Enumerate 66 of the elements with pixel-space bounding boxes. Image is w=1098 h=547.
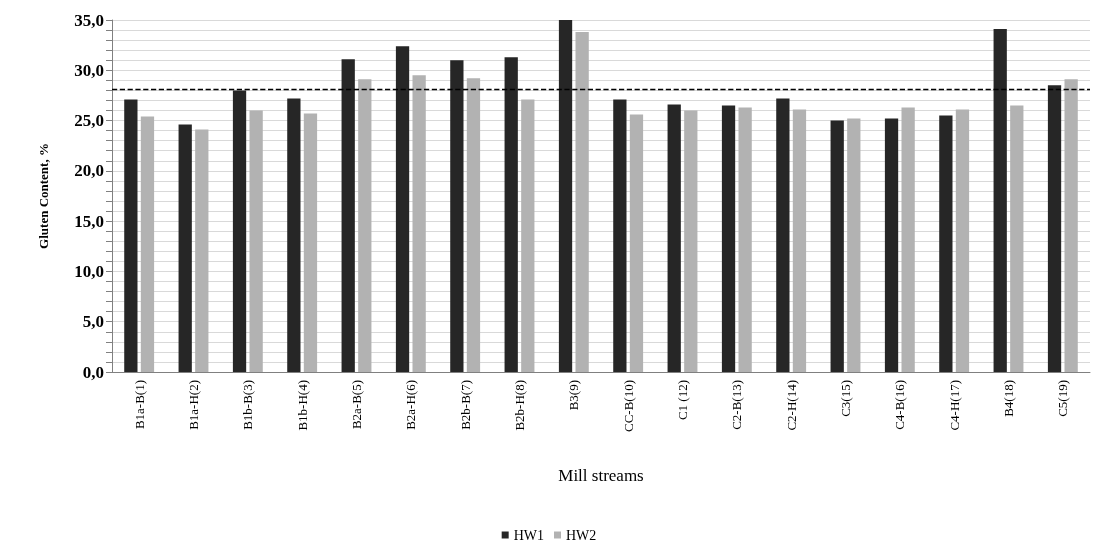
y-tick-label: 0,0 (82, 362, 104, 382)
x-tick-label: B2a-B(5) (349, 380, 364, 430)
bar (303, 113, 318, 372)
x-tick-label: B4(18) (1001, 380, 1016, 417)
x-tick-label: B1b-H(4) (294, 380, 310, 431)
x-tick-label: B3(9) (566, 380, 582, 411)
bar (901, 107, 915, 372)
bar (504, 57, 518, 372)
x-tick-label: C5(19) (1055, 380, 1071, 417)
bar (466, 78, 481, 372)
bar (993, 29, 1007, 372)
y-tick-label: 5,0 (82, 312, 104, 332)
bar (884, 118, 899, 372)
bar (629, 114, 644, 372)
x-tick-label: C1 (12) (675, 380, 690, 421)
bar (1064, 79, 1078, 372)
x-axis-title: Mill streams (558, 466, 644, 485)
bar (358, 79, 372, 372)
bar (178, 124, 192, 372)
y-tick-label: 15,0 (74, 211, 104, 231)
bar (124, 99, 138, 372)
legend-label: HW2 (566, 527, 597, 543)
x-tick-label: C4-B(16) (892, 380, 908, 430)
bar (232, 90, 247, 372)
bar (249, 110, 263, 372)
bar (955, 109, 970, 372)
bar (721, 105, 736, 372)
bar (558, 20, 573, 372)
bar (450, 60, 464, 372)
bar (792, 109, 807, 372)
bar (738, 107, 752, 372)
x-tick-label: B2a-H(6) (403, 380, 419, 430)
bar (287, 98, 301, 372)
bar (195, 129, 209, 372)
bar (776, 98, 790, 372)
bar (847, 118, 861, 372)
x-tick-label: B1a-B(1) (131, 380, 147, 430)
x-tick-label: C2-B(13) (729, 380, 745, 430)
bar (684, 110, 698, 372)
bar (939, 115, 953, 372)
bar (412, 75, 426, 372)
legend-label: HW1 (513, 527, 544, 543)
bar (1010, 105, 1024, 372)
x-tick-label: B1a-H(2) (186, 380, 201, 430)
x-tick-label: CC-B(10) (620, 380, 636, 432)
x-tick-label: C4-H(17) (946, 380, 962, 431)
x-tick-label: C3(15) (838, 380, 853, 417)
bar (1047, 85, 1062, 372)
y-axis-title: Gluten Content, % (36, 143, 51, 249)
bar (575, 32, 589, 372)
bar (341, 59, 355, 372)
x-tick-label: B2b-B(7) (457, 380, 473, 430)
bar (140, 116, 155, 372)
x-tick-label: C2-H(14) (783, 380, 799, 431)
bar (395, 46, 410, 372)
x-tick-label: B2b-H(8) (512, 380, 527, 431)
bar (830, 120, 844, 372)
bar (613, 99, 627, 372)
bar (667, 104, 681, 372)
y-tick-label: 20,0 (74, 161, 104, 181)
y-tick-label: 30,0 (74, 60, 104, 80)
bar (521, 99, 535, 372)
x-tick-label: B1b-B(3) (240, 380, 256, 430)
y-tick-label: 35,0 (74, 10, 104, 30)
y-tick-label: 10,0 (74, 261, 104, 281)
y-tick-label: 25,0 (74, 111, 104, 131)
